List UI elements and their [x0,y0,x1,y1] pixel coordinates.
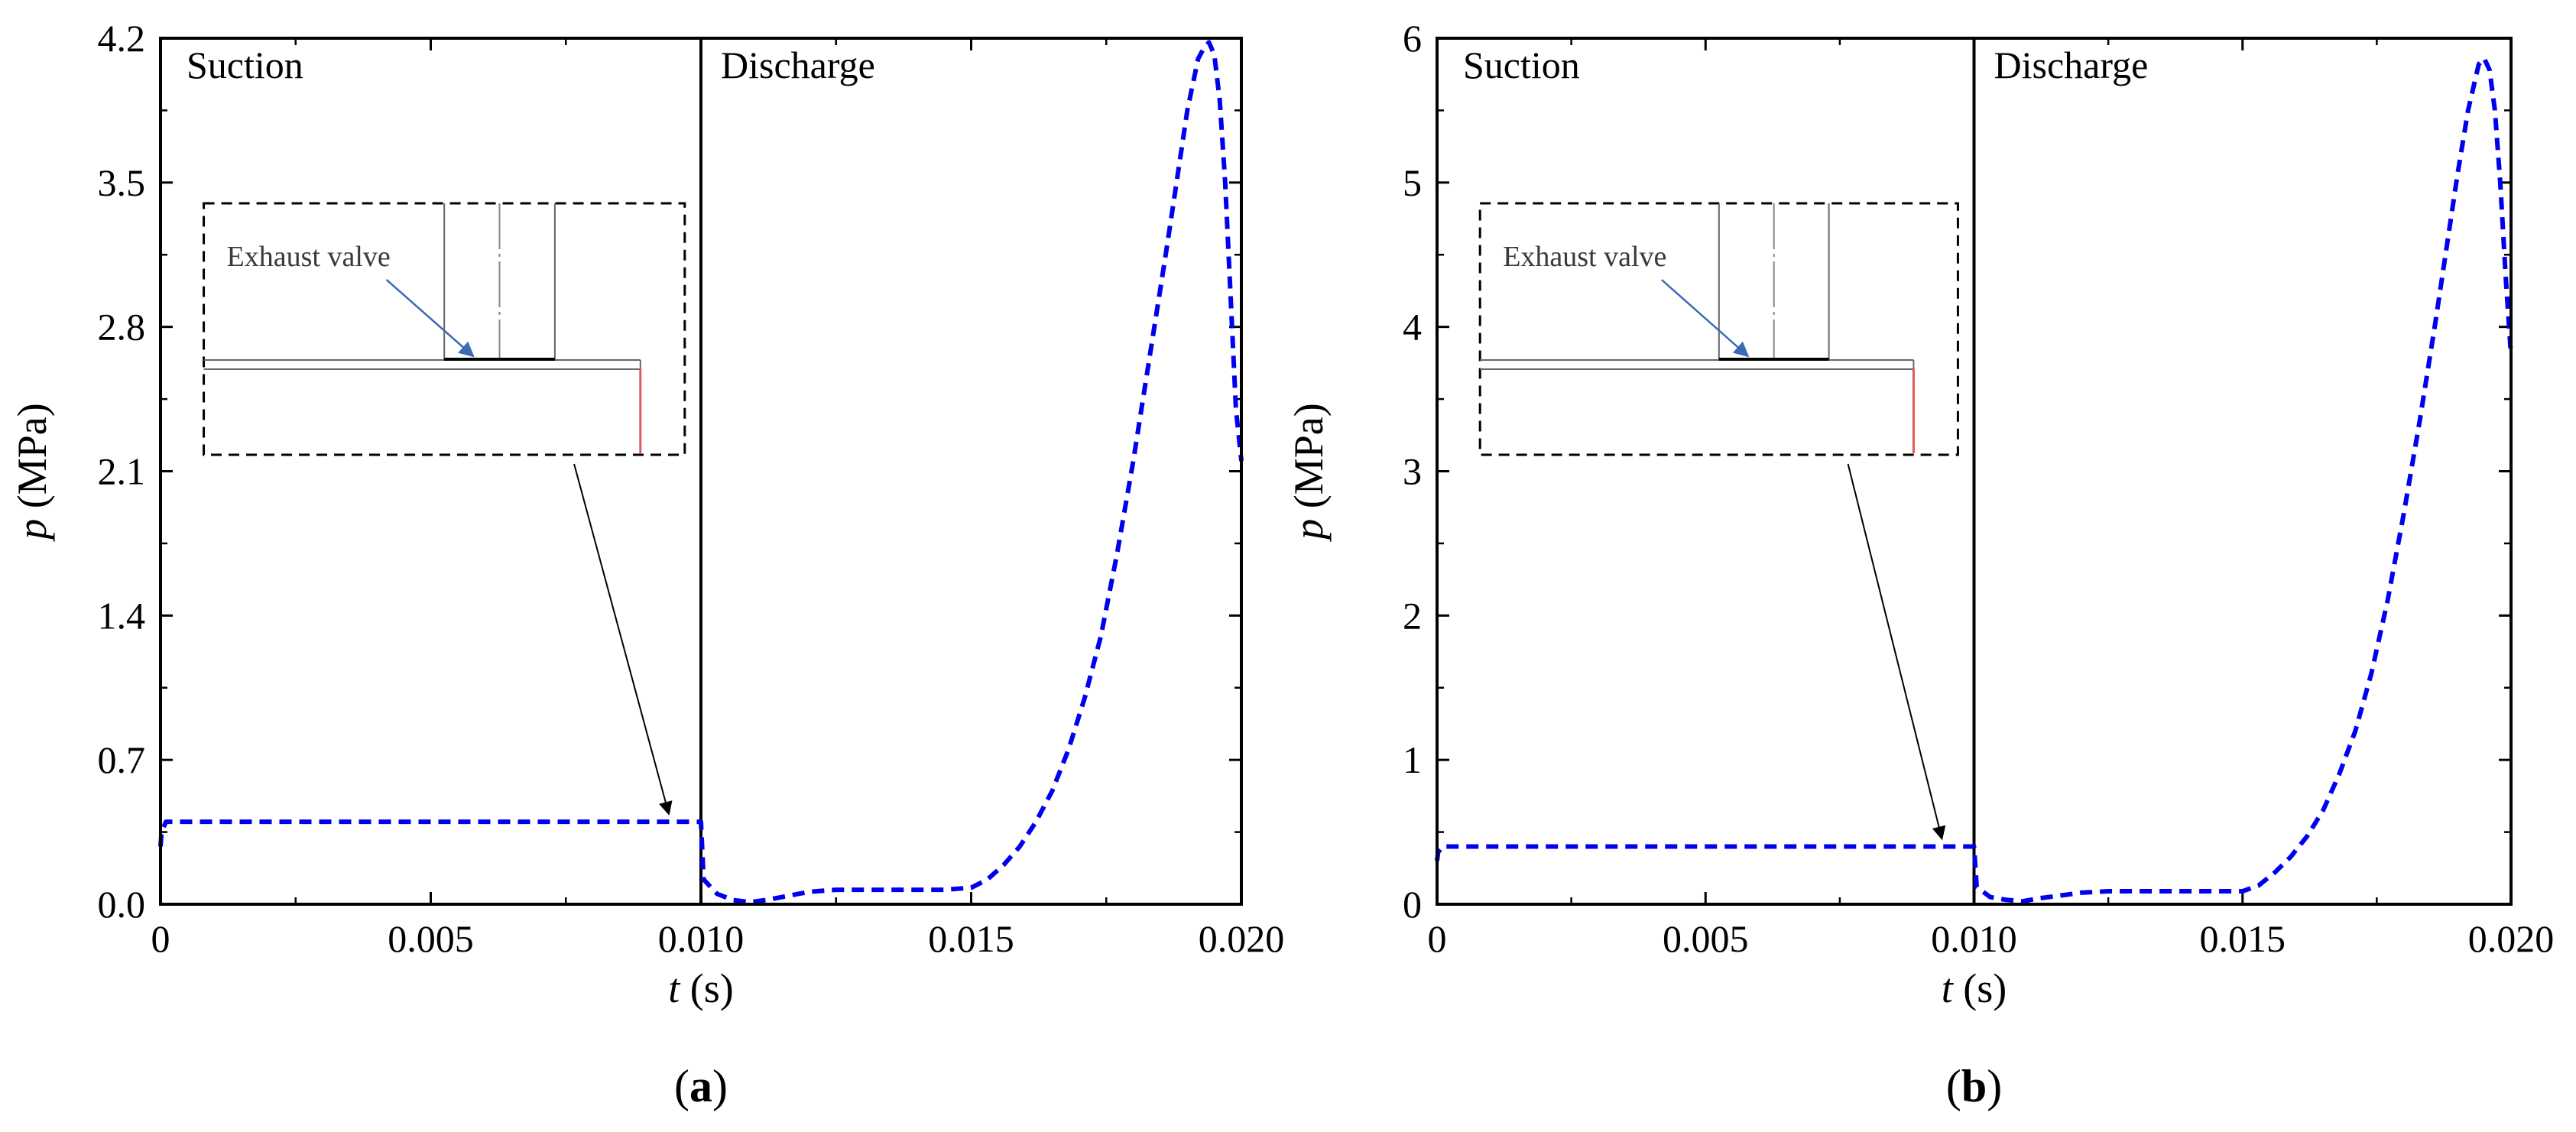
suction-label: Suction [1463,44,1580,86]
exhaust-valve-label: Exhaust valve [1503,241,1666,273]
y-axis-var: p [9,519,55,543]
inset-callout-arrow [1847,463,1946,841]
caption-letter: b [1961,1061,1987,1111]
y-axis-title: p (MPa) [1286,403,1332,542]
y-axis-unit: (MPa) [9,403,55,518]
panel-caption: (b) [1946,1061,2002,1111]
y-tick-label: 2.8 [98,306,146,349]
y-tick-label: 0.7 [98,738,146,781]
y-tick-label: 5 [1403,161,1422,204]
discharge-label: Discharge [721,44,875,86]
discharge-label: Discharge [1994,44,2149,86]
caption-paren-close: ) [1987,1061,2002,1111]
x-tick-label: 0.005 [388,917,474,960]
chart-panel-a: 0.0 0.7 1.4 2.1 2.8 3.5 4.2 0 0.005 0.010 0.015 0.0… [9,17,1284,1111]
y-tick-label: 0 [1403,883,1422,926]
x-tick-label: 0.010 [658,917,745,960]
x-tick-label: 0.020 [2468,917,2555,960]
x-tick-label: 0.020 [1199,917,1285,960]
plot-frame [1436,37,2513,906]
panel-caption: (a) [674,1061,728,1111]
caption-paren-open: ( [1946,1061,1961,1111]
y-tick-label: 3.5 [98,161,146,204]
y-axis-unit: (MPa) [1286,403,1332,518]
exhaust-valve-pointer-arrow [1660,279,1750,358]
x-tick-label: 0 [1428,917,1447,960]
x-axis-unit: (s) [680,965,733,1011]
y-tick-label: 1 [1403,738,1422,781]
x-axis-title: t (s) [1942,965,2007,1011]
x-axis-title: t (s) [668,965,734,1011]
x-axis-unit: (s) [1953,965,2007,1011]
x-tick-label: 0.005 [1663,917,1749,960]
y-tick-label: 3 [1403,450,1422,493]
exhaust-valve-label: Exhaust valve [227,241,391,273]
plot-frame [159,37,1243,906]
y-tick-label: 4.2 [98,17,146,60]
x-tick-label: 0 [151,917,170,960]
x-tick-label: 0.015 [2200,917,2286,960]
x-axis-var: t [1942,965,1955,1011]
exhaust-valve-pointer-arrow [385,279,475,358]
y-tick-label: 6 [1403,17,1422,60]
inset-callout-arrow [573,463,673,816]
inset-schematic: Exhaust valve [1478,202,1959,456]
y-tick-label: 0.0 [98,883,146,926]
caption-paren-open: ( [674,1061,689,1111]
y-axis-title: p (MPa) [9,403,55,542]
inset-schematic: Exhaust valve [203,202,686,456]
chart-panel-b: 0 1 2 3 4 5 6 0 0.005 0.010 0.015 0.020 Suction Disch… [1286,17,2554,1111]
y-axis-var: p [1286,519,1332,543]
x-axis-var: t [668,965,681,1011]
x-tick-label: 0.015 [928,917,1014,960]
inset-frame [203,202,686,456]
caption-paren-close: ) [712,1061,728,1111]
caption-letter: a [689,1061,712,1111]
y-tick-label: 4 [1403,306,1422,349]
pressure-series-line [158,40,1244,905]
y-tick-label: 2.1 [98,450,146,493]
suction-label: Suction [187,44,303,86]
x-tick-label: 0.010 [1931,917,2017,960]
y-tick-label: 2 [1403,594,1422,637]
y-tick-label: 1.4 [98,594,146,637]
pressure-series-line [1435,56,2513,904]
